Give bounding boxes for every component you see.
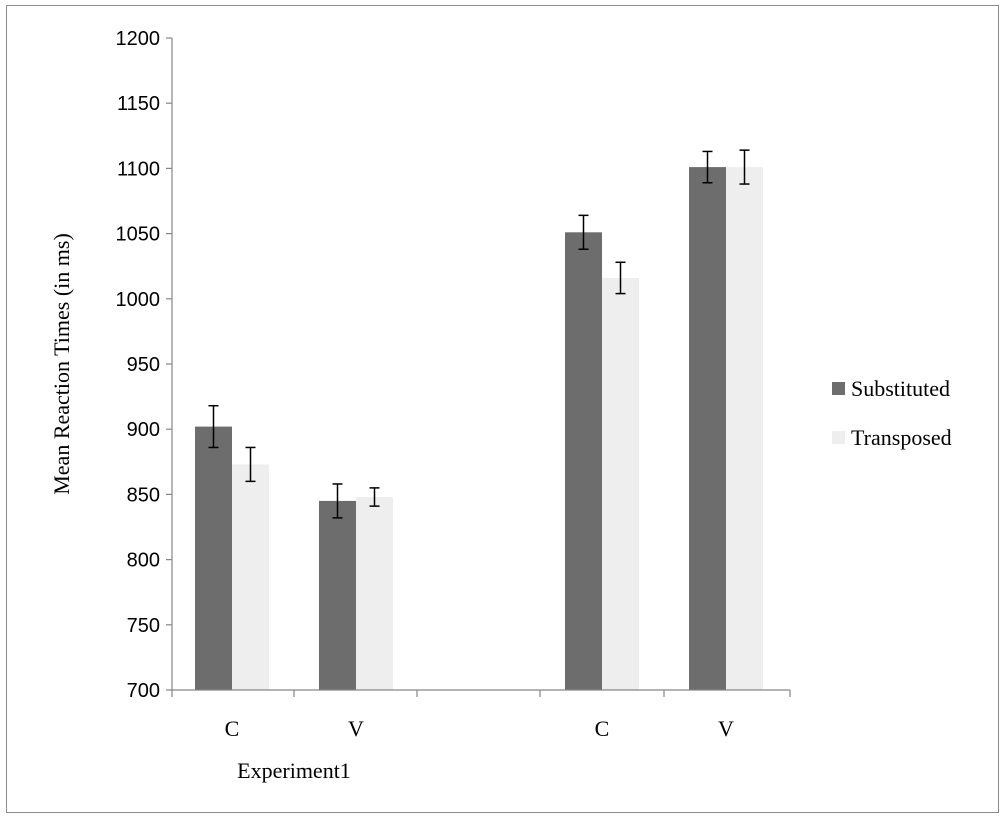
labels-layer: 700 750 800 850 900 950 1000 1050 1100 1150 1200 C V… <box>49 28 734 783</box>
y-tick-label: 850 <box>127 484 160 506</box>
y-tick-label: 1150 <box>117 93 160 115</box>
error-bar-transposed-3 <box>739 149 750 185</box>
y-tick-label: 700 <box>127 680 160 702</box>
y-axis-title: Mean Reaction Times (in ms) <box>49 233 74 495</box>
x-group-label: Experiment1 <box>237 758 351 783</box>
x-category-label: C <box>225 716 240 741</box>
y-tick-label: 1100 <box>117 158 160 180</box>
y-tick-label: 900 <box>127 419 160 441</box>
y-tick-label: 800 <box>127 550 160 572</box>
bars-layer <box>195 167 763 690</box>
bar-substituted-0 <box>195 426 232 690</box>
bar-transposed-0 <box>232 464 269 690</box>
legend: Substituted Transposed <box>832 376 952 450</box>
y-tick-label: 1000 <box>116 289 161 311</box>
error-bar-substituted-2 <box>578 214 589 250</box>
bar-transposed-2 <box>602 277 639 690</box>
y-tick-label: 750 <box>127 615 160 637</box>
legend-label: Transposed <box>851 425 952 450</box>
x-category-label: V <box>348 716 364 741</box>
y-tick-label: 1200 <box>116 28 161 50</box>
error-bar-substituted-3 <box>702 150 713 184</box>
bar-transposed-1 <box>356 497 393 690</box>
error-bar-transposed-0 <box>245 446 256 483</box>
bar-substituted-2 <box>565 232 602 690</box>
error-bars-layer <box>208 149 750 519</box>
bar-substituted-1 <box>319 500 356 690</box>
bar-substituted-3 <box>689 167 726 690</box>
legend-item-substituted: Substituted <box>832 376 950 401</box>
error-bar-transposed-2 <box>615 261 626 295</box>
legend-swatch <box>832 382 845 395</box>
legend-item-transposed: Transposed <box>832 425 952 450</box>
x-category-label: V <box>718 716 734 741</box>
axes <box>166 37 791 697</box>
error-bar-substituted-0 <box>208 404 219 449</box>
bar-transposed-3 <box>726 167 763 690</box>
legend-swatch <box>832 431 845 444</box>
y-tick-label: 1050 <box>116 224 161 246</box>
y-tick-label: 950 <box>127 354 160 376</box>
legend-label: Substituted <box>851 376 950 401</box>
error-bar-transposed-1 <box>369 487 380 507</box>
x-category-label: C <box>595 716 610 741</box>
error-bar-substituted-1 <box>332 483 343 519</box>
